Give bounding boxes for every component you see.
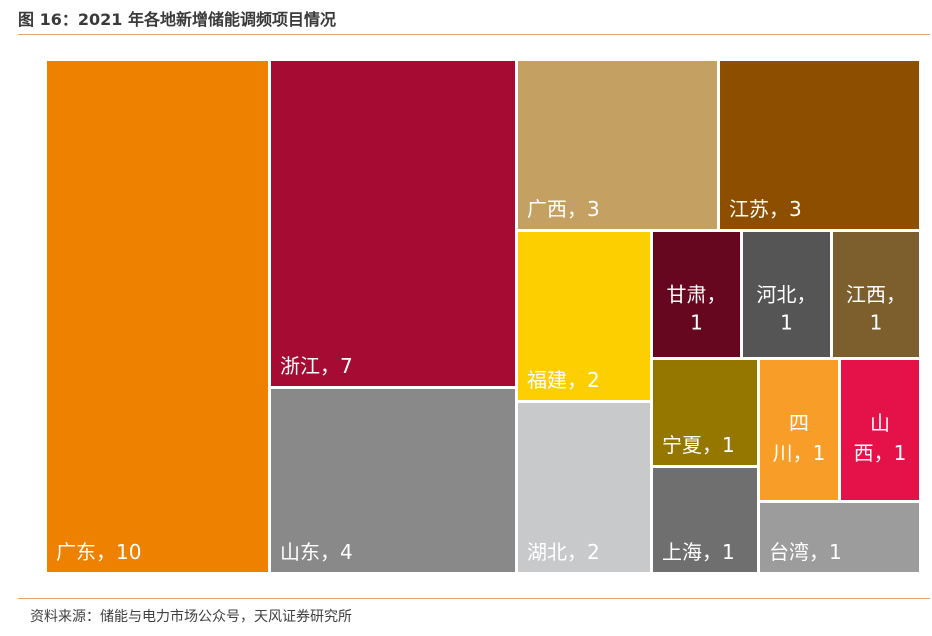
tile-label-江西: 江西， 1	[846, 283, 906, 335]
tile-label-湖北: 湖北，2	[527, 540, 600, 564]
tile-江西	[833, 232, 919, 357]
tile-台湾	[760, 503, 919, 572]
tile-四川	[760, 360, 838, 500]
tile-label-四川: 四川，1	[773, 411, 826, 465]
tile-宁夏	[653, 360, 757, 465]
tile-label-河北: 河北， 1	[757, 283, 817, 335]
tile-label-甘肃: 甘肃， 1	[667, 283, 727, 335]
tile-福建	[518, 232, 650, 400]
tile-上海	[653, 468, 757, 572]
tile-label-广东: 广东，10	[56, 540, 141, 564]
tile-label-上海: 上海，1	[662, 540, 735, 564]
tile-label-台湾: 台湾，1	[769, 540, 842, 564]
tile-山西	[841, 360, 919, 500]
tile-label-江苏: 江苏，3	[729, 197, 802, 221]
tile-广西	[518, 61, 717, 229]
tile-label-广西: 广西，3	[527, 197, 600, 221]
chart-title: 图 16：2021 年各地新增储能调频项目情况	[18, 10, 336, 29]
tile-label-福建: 福建，2	[527, 368, 600, 392]
tile-label-山西: 山西，1	[854, 411, 907, 465]
tile-湖北	[518, 403, 650, 572]
tile-浙江	[271, 61, 515, 386]
title-divider	[18, 34, 930, 35]
tile-甘肃	[653, 232, 740, 357]
tile-河北	[743, 232, 830, 357]
source-divider	[18, 598, 930, 599]
tile-label-山东: 山东，4	[280, 540, 353, 564]
tile-label-浙江: 浙江，7	[280, 354, 353, 378]
source-note: 资料来源：储能与电力市场公众号，天风证券研究所	[30, 609, 352, 625]
tile-山东	[271, 389, 515, 572]
tile-label-宁夏: 宁夏，1	[662, 433, 735, 457]
tile-江苏	[720, 61, 919, 229]
tile-广东	[47, 61, 268, 572]
